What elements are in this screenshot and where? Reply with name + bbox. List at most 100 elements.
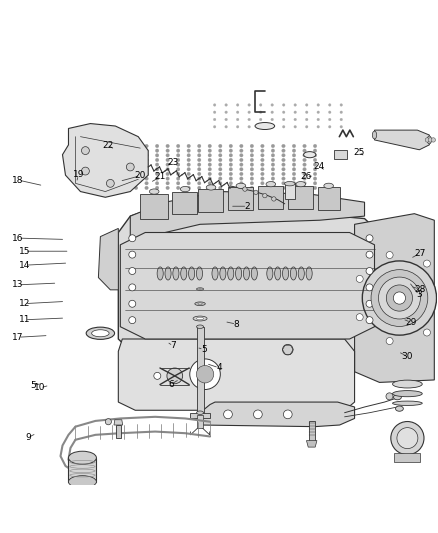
Circle shape bbox=[282, 182, 285, 185]
Circle shape bbox=[271, 186, 275, 190]
Circle shape bbox=[177, 149, 180, 152]
Ellipse shape bbox=[392, 380, 422, 388]
Ellipse shape bbox=[396, 406, 403, 411]
Circle shape bbox=[261, 154, 264, 157]
Circle shape bbox=[198, 144, 201, 148]
Ellipse shape bbox=[197, 325, 204, 328]
Circle shape bbox=[261, 182, 264, 185]
Circle shape bbox=[155, 177, 159, 180]
Circle shape bbox=[166, 172, 170, 176]
Ellipse shape bbox=[393, 394, 401, 400]
Circle shape bbox=[248, 103, 251, 106]
Circle shape bbox=[313, 182, 317, 185]
Circle shape bbox=[229, 149, 233, 152]
Text: 23: 23 bbox=[167, 158, 179, 167]
Ellipse shape bbox=[306, 267, 312, 280]
Ellipse shape bbox=[199, 288, 201, 289]
Text: 14: 14 bbox=[19, 261, 30, 270]
Circle shape bbox=[271, 167, 275, 171]
Circle shape bbox=[229, 177, 233, 180]
Circle shape bbox=[219, 144, 222, 148]
Circle shape bbox=[303, 186, 306, 190]
Circle shape bbox=[378, 277, 420, 319]
Circle shape bbox=[313, 154, 317, 157]
Circle shape bbox=[250, 154, 254, 157]
Circle shape bbox=[229, 186, 233, 190]
Circle shape bbox=[428, 138, 432, 142]
Circle shape bbox=[271, 154, 275, 157]
Bar bbox=[191, 413, 210, 418]
Bar bbox=[394, 454, 420, 462]
Text: 10: 10 bbox=[34, 383, 46, 392]
Circle shape bbox=[134, 186, 138, 190]
Circle shape bbox=[229, 182, 233, 185]
Circle shape bbox=[386, 252, 393, 259]
Circle shape bbox=[261, 149, 264, 152]
Ellipse shape bbox=[68, 451, 96, 464]
Circle shape bbox=[134, 163, 138, 166]
Circle shape bbox=[213, 111, 216, 114]
Circle shape bbox=[303, 154, 306, 157]
Bar bbox=[285, 183, 295, 199]
Circle shape bbox=[177, 182, 180, 185]
Circle shape bbox=[248, 111, 251, 114]
Circle shape bbox=[362, 261, 437, 335]
Circle shape bbox=[225, 111, 227, 114]
Ellipse shape bbox=[198, 303, 202, 304]
Polygon shape bbox=[120, 232, 374, 339]
Circle shape bbox=[129, 284, 136, 291]
Circle shape bbox=[198, 186, 201, 190]
Circle shape bbox=[271, 158, 275, 161]
Circle shape bbox=[240, 158, 243, 161]
Circle shape bbox=[356, 276, 363, 282]
Circle shape bbox=[294, 111, 297, 114]
Text: 4: 4 bbox=[216, 364, 222, 372]
Circle shape bbox=[229, 154, 233, 157]
Circle shape bbox=[340, 103, 343, 106]
Circle shape bbox=[155, 144, 159, 148]
Circle shape bbox=[166, 167, 170, 171]
Ellipse shape bbox=[255, 123, 275, 130]
Text: 29: 29 bbox=[406, 318, 417, 327]
Circle shape bbox=[317, 125, 320, 128]
Ellipse shape bbox=[212, 267, 218, 280]
Circle shape bbox=[177, 186, 180, 190]
Circle shape bbox=[155, 172, 159, 176]
Polygon shape bbox=[118, 339, 355, 410]
Ellipse shape bbox=[193, 316, 207, 321]
Circle shape bbox=[366, 284, 373, 291]
Ellipse shape bbox=[290, 267, 297, 280]
Ellipse shape bbox=[173, 267, 179, 280]
Circle shape bbox=[282, 144, 285, 148]
Circle shape bbox=[317, 103, 320, 106]
Circle shape bbox=[187, 172, 191, 176]
Circle shape bbox=[145, 144, 148, 148]
Circle shape bbox=[177, 154, 180, 157]
Bar bbox=[198, 189, 223, 212]
Ellipse shape bbox=[236, 183, 246, 189]
Circle shape bbox=[155, 149, 159, 152]
Circle shape bbox=[208, 167, 212, 171]
Circle shape bbox=[129, 300, 136, 307]
Text: 5: 5 bbox=[201, 345, 207, 354]
Circle shape bbox=[208, 177, 212, 180]
Circle shape bbox=[129, 235, 136, 242]
Ellipse shape bbox=[181, 267, 187, 280]
Circle shape bbox=[305, 111, 308, 114]
Ellipse shape bbox=[220, 267, 226, 280]
Circle shape bbox=[328, 125, 331, 128]
Circle shape bbox=[198, 158, 201, 161]
Circle shape bbox=[328, 111, 331, 114]
Circle shape bbox=[134, 177, 138, 180]
Circle shape bbox=[190, 359, 220, 390]
Circle shape bbox=[229, 158, 233, 161]
Circle shape bbox=[208, 154, 212, 157]
Circle shape bbox=[240, 182, 243, 185]
Circle shape bbox=[250, 182, 254, 185]
Circle shape bbox=[240, 186, 243, 190]
Circle shape bbox=[219, 172, 222, 176]
Circle shape bbox=[155, 167, 159, 171]
Circle shape bbox=[155, 154, 159, 157]
Circle shape bbox=[292, 186, 296, 190]
Ellipse shape bbox=[283, 267, 289, 280]
